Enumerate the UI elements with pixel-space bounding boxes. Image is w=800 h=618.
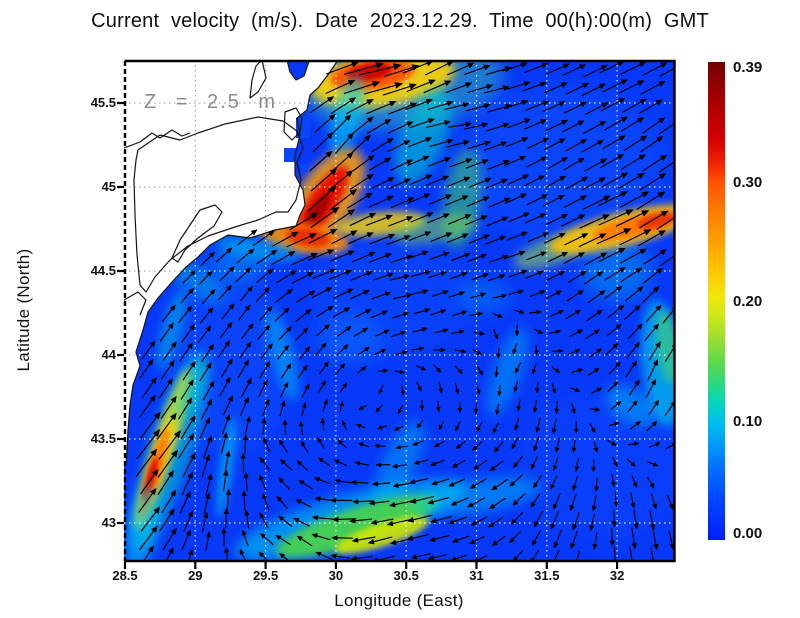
x-tick-label: 30 xyxy=(328,568,344,583)
feature-soft-spot-2 xyxy=(314,313,386,364)
colorbar-tick-label: 0.20 xyxy=(733,293,763,311)
sea-gridlines xyxy=(124,60,675,562)
x-tick-label: 28.5 xyxy=(112,568,138,583)
x-tick-label: 31 xyxy=(469,568,484,583)
chart-title: Current velocity (m/s). Date 2023.12.29.… xyxy=(91,10,709,32)
current-vectors xyxy=(135,60,675,562)
colorbar-tick-label: 0.39 xyxy=(733,59,763,77)
lagoon-contour xyxy=(133,116,304,293)
colorbar-tick-label: 0.10 xyxy=(733,412,763,430)
feature-coast-shallow-n xyxy=(156,289,186,371)
feature-soft-spot-3 xyxy=(455,279,512,313)
colorbar-tick-label: 0.30 xyxy=(733,173,763,191)
depth-annotation: Z = 2.5 m xyxy=(144,91,278,113)
plot-frame xyxy=(123,59,676,563)
feature-east-band-red xyxy=(637,212,675,229)
lagoon-contour xyxy=(249,60,267,99)
feature-right-cyan-curl xyxy=(605,385,657,426)
velocity-color-field xyxy=(125,60,675,562)
x-axis-label: Longitude (East) xyxy=(334,591,464,610)
feature-delta-jet-core xyxy=(304,191,331,230)
lagoon-water-cell xyxy=(300,164,308,172)
feature-cyan-streak-4 xyxy=(486,327,529,417)
colorbar-tick-label: 0.00 xyxy=(733,524,763,542)
y-tick-label: 44 xyxy=(101,347,116,362)
y-axis-label: Latitude (North) xyxy=(14,248,33,372)
feature-west-jet-north-tail xyxy=(170,361,206,423)
lagoon-contour xyxy=(283,107,303,141)
x-tick-label: 31.5 xyxy=(534,568,560,583)
y-tick-label: 45.5 xyxy=(90,95,116,110)
y-tick-label: 43.5 xyxy=(90,431,116,446)
lagoon-contour xyxy=(171,204,223,263)
x-tick-label: 29 xyxy=(188,568,203,583)
feature-coast-band-shallow xyxy=(217,236,301,262)
y-tick-label: 45 xyxy=(101,179,116,194)
x-tick-label: 30.5 xyxy=(393,568,419,583)
x-tick-label: 32 xyxy=(609,568,625,583)
colorbar-gradient xyxy=(708,62,725,540)
feature-cyan-streak-2 xyxy=(266,309,299,401)
x-tick-label: 29.5 xyxy=(252,568,279,583)
feature-west-jet-south xyxy=(125,485,159,562)
y-tick-label: 43 xyxy=(101,515,116,530)
plot-content xyxy=(124,60,675,562)
y-tick-label: 44.5 xyxy=(90,263,116,278)
feature-wash-se xyxy=(518,388,675,540)
coast-detail-line xyxy=(124,129,191,149)
feature-south-band-green xyxy=(276,494,438,558)
axis-ticks xyxy=(117,101,619,569)
coastline xyxy=(124,60,339,466)
coast-detail-line xyxy=(124,291,147,316)
lagoon-water-cell xyxy=(284,148,296,162)
